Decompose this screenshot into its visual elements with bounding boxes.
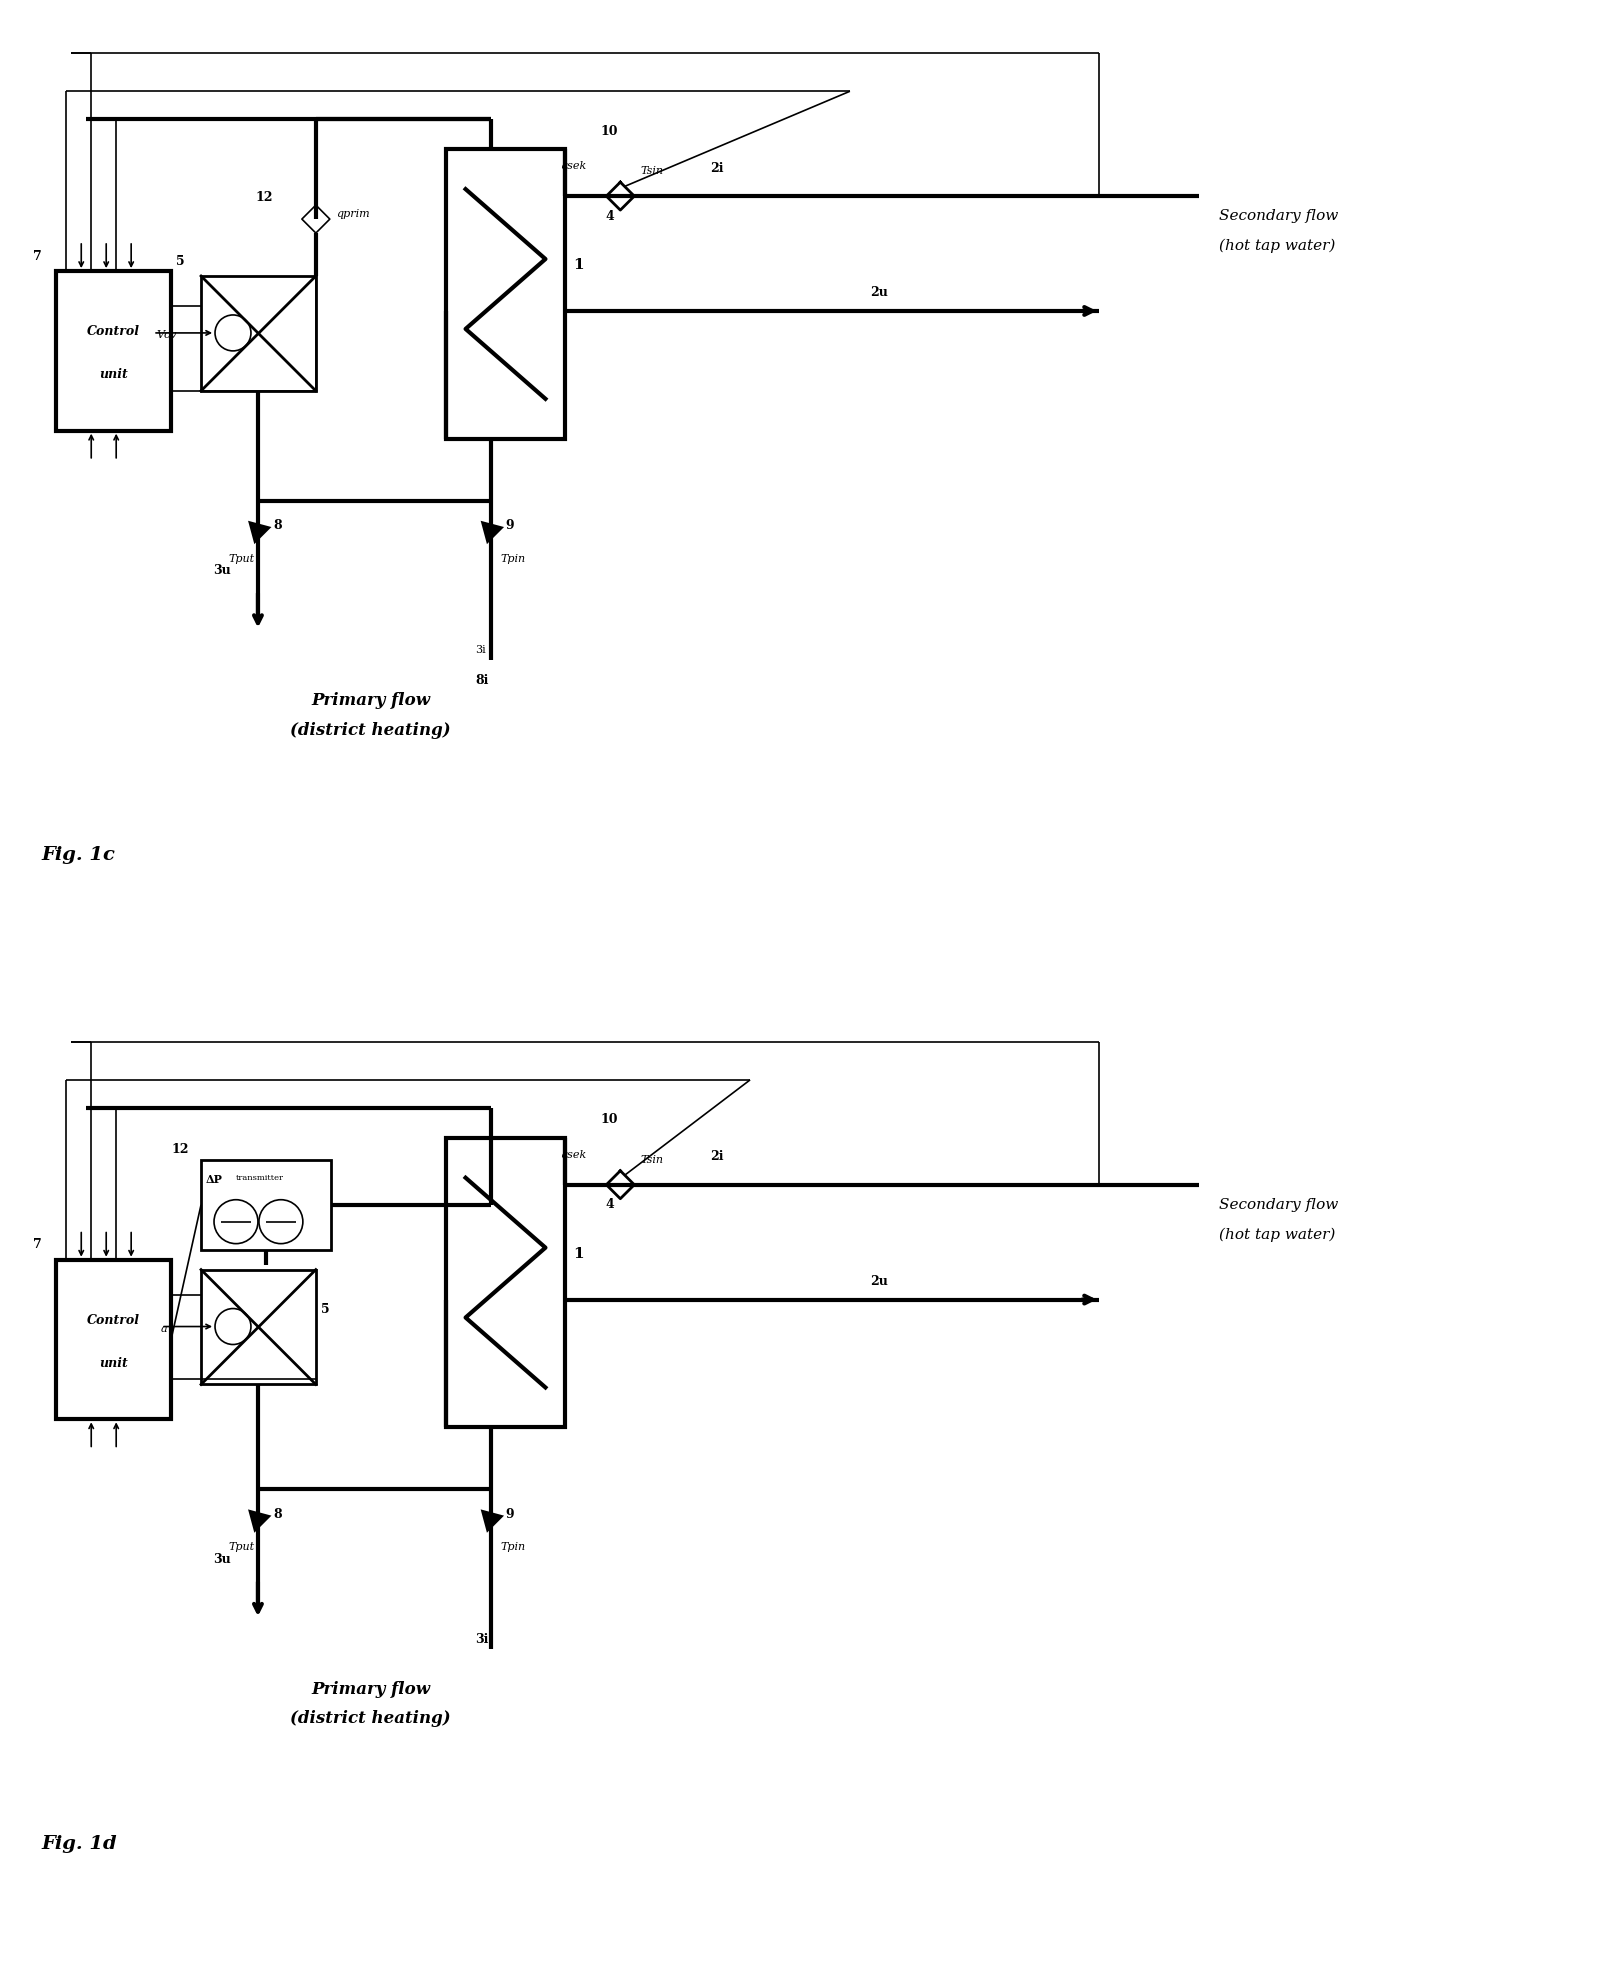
Text: 1: 1 xyxy=(574,1247,584,1260)
Text: 5: 5 xyxy=(176,254,185,268)
Text: Tput: Tput xyxy=(227,1542,255,1552)
Text: Secondary flow: Secondary flow xyxy=(1219,208,1338,222)
Text: Tpin: Tpin xyxy=(501,554,526,564)
Text: 4: 4 xyxy=(606,210,614,222)
Text: (district heating): (district heating) xyxy=(290,723,451,738)
Text: 4: 4 xyxy=(606,1199,614,1211)
Text: 2i: 2i xyxy=(711,161,724,175)
Text: Tput: Tput xyxy=(227,554,255,564)
Text: 8: 8 xyxy=(272,520,282,532)
Text: Primary flow: Primary flow xyxy=(311,693,430,709)
Text: 9: 9 xyxy=(506,1509,514,1521)
Text: Fig. 1c: Fig. 1c xyxy=(42,846,114,863)
Bar xyxy=(56,272,171,431)
Bar xyxy=(202,1270,316,1384)
Text: (hot tap water): (hot tap water) xyxy=(1219,1227,1336,1243)
Text: 3i: 3i xyxy=(476,645,487,655)
Text: Control: Control xyxy=(87,326,140,337)
Text: Fig. 1d: Fig. 1d xyxy=(42,1834,118,1852)
Text: 3u: 3u xyxy=(213,564,231,578)
Text: 5: 5 xyxy=(321,1302,329,1316)
Bar xyxy=(202,1159,330,1251)
Text: Control: Control xyxy=(87,1314,140,1326)
Text: Primary flow: Primary flow xyxy=(311,1681,430,1697)
Text: 9: 9 xyxy=(506,520,514,532)
Bar xyxy=(445,1137,566,1427)
Bar xyxy=(445,149,566,439)
Text: Tsin: Tsin xyxy=(640,167,663,177)
Text: 10: 10 xyxy=(600,1114,617,1125)
Text: unit: unit xyxy=(98,369,127,381)
Text: 12: 12 xyxy=(256,191,274,204)
Text: qsek: qsek xyxy=(561,161,587,171)
Text: 10: 10 xyxy=(600,125,617,137)
Text: 12: 12 xyxy=(171,1143,189,1157)
Text: (district heating): (district heating) xyxy=(290,1711,451,1727)
Text: 3i: 3i xyxy=(476,1632,488,1646)
Text: Tpin: Tpin xyxy=(501,1542,526,1552)
Text: 2i: 2i xyxy=(711,1149,724,1163)
Text: ΔP: ΔP xyxy=(206,1175,222,1185)
Text: unit: unit xyxy=(98,1358,127,1370)
Bar xyxy=(202,276,316,391)
Text: transmitter: transmitter xyxy=(235,1173,284,1181)
Text: 8i: 8i xyxy=(476,675,488,687)
Text: Tsin: Tsin xyxy=(640,1155,663,1165)
Text: 2u: 2u xyxy=(870,1274,888,1288)
Bar xyxy=(56,1260,171,1419)
Text: 1: 1 xyxy=(574,258,584,272)
Text: Vcv: Vcv xyxy=(156,330,177,339)
Text: Secondary flow: Secondary flow xyxy=(1219,1197,1338,1211)
Polygon shape xyxy=(248,520,271,544)
Text: 3u: 3u xyxy=(213,1552,231,1566)
Text: 7: 7 xyxy=(34,250,42,262)
Text: 2u: 2u xyxy=(870,286,888,300)
Polygon shape xyxy=(480,520,505,544)
Text: 8: 8 xyxy=(272,1509,282,1521)
Text: qprim: qprim xyxy=(335,208,369,218)
Text: a: a xyxy=(161,1324,168,1334)
Polygon shape xyxy=(480,1509,505,1532)
Text: (hot tap water): (hot tap water) xyxy=(1219,238,1336,254)
Text: qsek: qsek xyxy=(561,1149,587,1159)
Text: 7: 7 xyxy=(34,1239,42,1251)
Polygon shape xyxy=(248,1509,271,1532)
